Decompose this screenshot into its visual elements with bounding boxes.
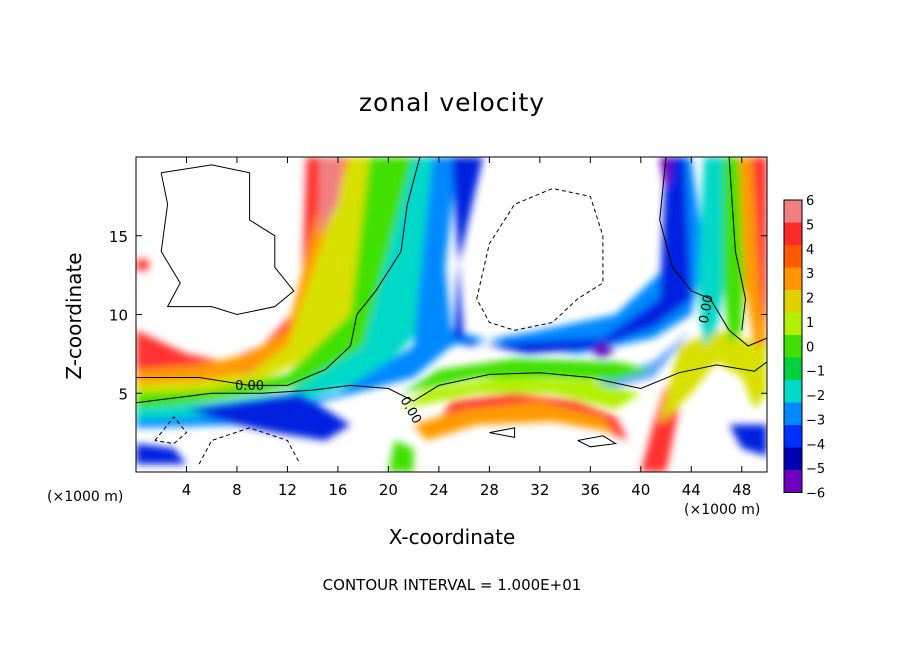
x-axis-label: X-coordinate bbox=[388, 525, 516, 549]
colorbar-swatch bbox=[784, 290, 802, 313]
colorbar-label: 3 bbox=[806, 267, 814, 282]
colorbar-swatch bbox=[784, 267, 802, 290]
contour-label: 0.00 bbox=[697, 294, 717, 325]
field-region bbox=[136, 157, 704, 428]
x-tick-label: 40 bbox=[631, 481, 650, 499]
contour-line bbox=[136, 157, 421, 386]
x-tick-label: 32 bbox=[530, 481, 549, 499]
x-tick-label: 8 bbox=[232, 481, 242, 499]
field-region bbox=[659, 330, 767, 425]
x-tick-label: 48 bbox=[732, 481, 751, 499]
x-tick-label: 16 bbox=[328, 481, 347, 499]
field-region bbox=[659, 157, 673, 189]
colorbar-label: −1 bbox=[806, 365, 825, 380]
contour-line bbox=[728, 157, 747, 331]
contour-interval-note: CONTOUR INTERVAL = 1.000E+01 bbox=[322, 576, 582, 594]
colorbar-swatch bbox=[784, 380, 802, 403]
contour-line bbox=[136, 361, 767, 404]
field-region bbox=[136, 157, 376, 394]
field-region bbox=[426, 393, 629, 441]
x-tick-label: 4 bbox=[182, 481, 192, 499]
field-region bbox=[751, 157, 767, 331]
field-shading bbox=[136, 157, 767, 472]
x-tick-label: 44 bbox=[682, 481, 701, 499]
y-tick-label: 5 bbox=[118, 385, 128, 403]
colorbar-swatch bbox=[784, 425, 802, 448]
colorbar-swatch bbox=[784, 222, 802, 245]
colorbar-label: −3 bbox=[806, 413, 825, 428]
colorbar: 6 5 4 3 2 1 0 −1 −2 −3 −4 −5 −6 bbox=[783, 194, 825, 502]
colorbar-swatch bbox=[784, 312, 802, 335]
field-region bbox=[401, 377, 641, 409]
x-unit-note-right: (×1000 m) bbox=[684, 502, 761, 518]
field-region bbox=[136, 443, 187, 465]
field-region bbox=[136, 157, 439, 420]
contour-line bbox=[160, 164, 295, 316]
field-region bbox=[697, 157, 730, 346]
field-region bbox=[401, 358, 654, 394]
field-region bbox=[729, 424, 767, 457]
colorbar-label: 2 bbox=[806, 292, 814, 307]
colorbar-label: −4 bbox=[806, 438, 825, 453]
x-tick-label: 24 bbox=[429, 481, 448, 499]
field-region bbox=[722, 157, 746, 346]
colorbar-label: −5 bbox=[806, 462, 825, 477]
colorbar-label: 4 bbox=[806, 243, 814, 258]
field-region bbox=[590, 342, 616, 359]
field-region bbox=[388, 440, 414, 472]
colorbar-swatch bbox=[784, 335, 802, 358]
colorbar-swatch bbox=[784, 357, 802, 380]
colorbar-swatch bbox=[784, 200, 802, 223]
x-tick-label: 36 bbox=[581, 481, 600, 499]
field-region bbox=[136, 157, 420, 409]
x-unit-note-left: (×1000 m) bbox=[47, 489, 124, 505]
x-tick-label: 28 bbox=[480, 481, 499, 499]
y-tick-label: 15 bbox=[109, 228, 128, 246]
colorbar-label: −2 bbox=[806, 389, 825, 404]
field-region bbox=[136, 259, 149, 271]
x-tick-label: 20 bbox=[379, 481, 398, 499]
field-region bbox=[319, 157, 345, 236]
y-axis-label: Z-coordinate bbox=[62, 252, 86, 380]
contour-line bbox=[577, 435, 618, 448]
field-region bbox=[136, 157, 338, 378]
colorbar-swatch bbox=[784, 447, 802, 470]
colorbar-swatch bbox=[784, 470, 802, 493]
colorbar-label: 0 bbox=[806, 340, 814, 355]
colorbar-frame bbox=[783, 199, 803, 493]
contour-line bbox=[659, 157, 767, 347]
field-region bbox=[739, 157, 767, 346]
x-tick-label: 12 bbox=[278, 481, 297, 499]
contour-line bbox=[154, 416, 188, 445]
colorbar-label: −6 bbox=[806, 487, 825, 502]
contour-line bbox=[489, 427, 516, 439]
y-tick-label: 10 bbox=[109, 307, 128, 325]
colorbar-label: 1 bbox=[806, 316, 814, 331]
colorbar-swatch bbox=[784, 245, 802, 268]
colorbar-label: 5 bbox=[806, 218, 814, 233]
contour-line bbox=[476, 187, 604, 331]
colorbar-label: 6 bbox=[806, 194, 814, 209]
field-region bbox=[186, 393, 351, 441]
contour-line bbox=[198, 427, 301, 465]
velocity-field bbox=[136, 157, 767, 472]
colorbar-swatch bbox=[784, 402, 802, 425]
chart-title: zonal velocity bbox=[358, 88, 546, 117]
field-region bbox=[413, 401, 616, 441]
contour-label: 0.00 bbox=[235, 379, 264, 394]
